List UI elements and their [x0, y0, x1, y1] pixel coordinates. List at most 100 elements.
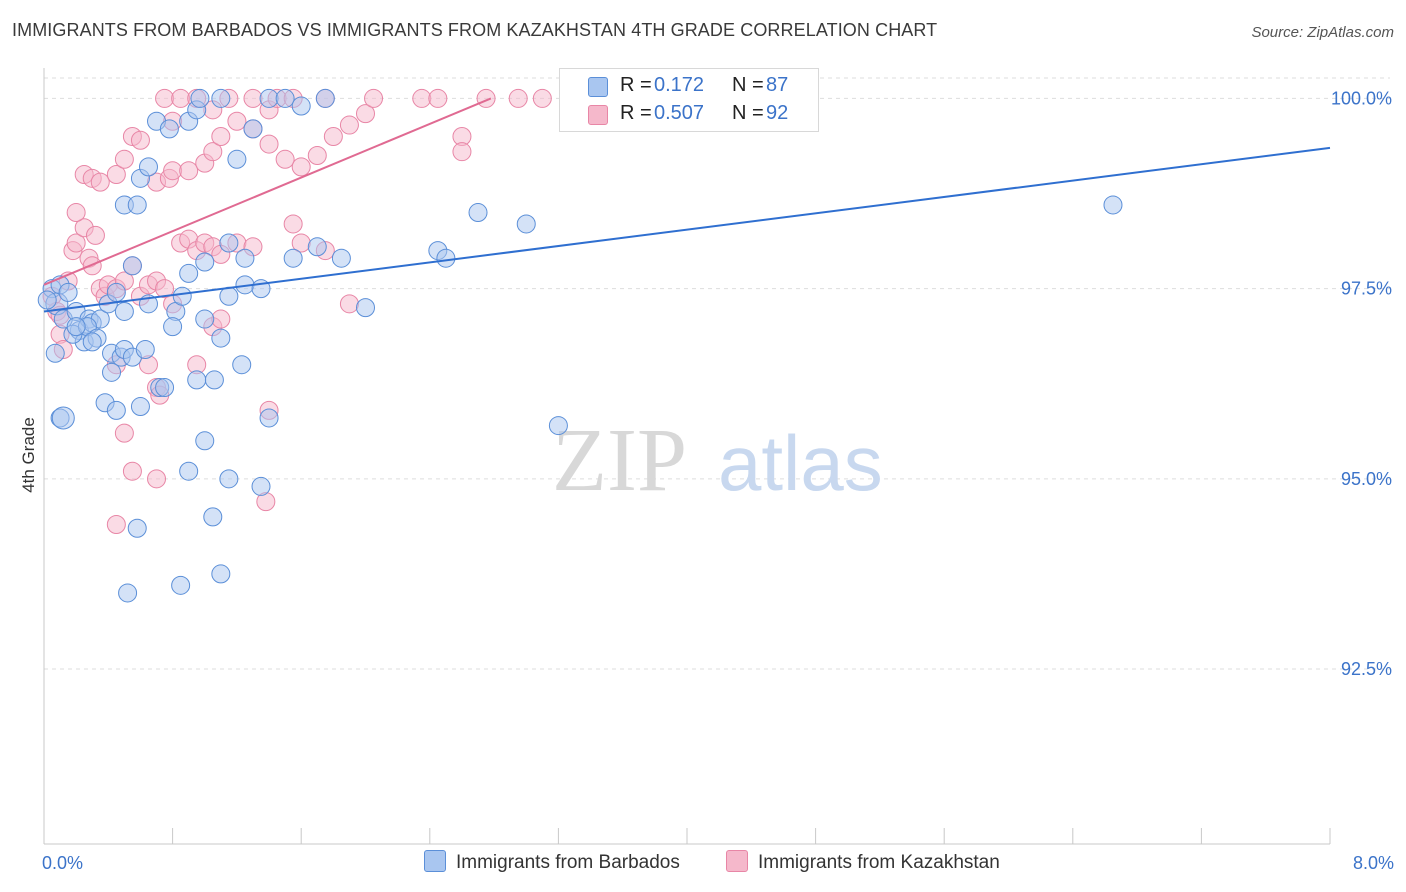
barbados-point: [195, 252, 215, 272]
kazakhstan-point: [356, 104, 375, 124]
kazakhstan-point: [323, 126, 343, 146]
barbados-point: [187, 370, 207, 390]
barbados-point: [51, 406, 75, 430]
kazakhstan-point: [412, 88, 432, 108]
barbados-point: [291, 96, 311, 116]
barbados-point: [227, 149, 247, 169]
y-tick-label: 92.5%: [1341, 659, 1392, 679]
kazakhstan-point: [82, 256, 102, 276]
barbados-point: [195, 309, 215, 329]
barbados-point: [283, 248, 303, 268]
stats-legend: R = 0.172 N = 87 R = 0.507 N = 92: [559, 68, 819, 132]
kazakhstan-point: [106, 514, 126, 534]
kazakhstan-point: [203, 142, 223, 162]
kazakhstan-point: [307, 145, 327, 165]
bottom-swatch-barbados: [424, 850, 446, 872]
legend-swatch-barbados: [588, 77, 608, 97]
barbados-point: [190, 88, 210, 108]
barbados-point: [58, 282, 78, 302]
zipatlas-watermark: ZIP atlas: [552, 411, 883, 510]
barbados-point: [159, 119, 179, 139]
y-tick-label: 97.5%: [1341, 279, 1392, 299]
barbados-point: [219, 233, 239, 253]
kazakhstan-point: [163, 161, 183, 181]
barbados-point: [195, 431, 215, 451]
barbados-point: [211, 328, 231, 348]
kazakhstan-point: [90, 172, 110, 192]
barbados-point: [172, 286, 192, 306]
kazakhstan-point: [339, 294, 359, 314]
barbados-point: [251, 476, 271, 496]
kazakhstan-point: [339, 115, 359, 135]
kazakhstan-point: [227, 111, 247, 131]
x-tick-label: 0.0%: [42, 853, 83, 873]
kazakhstan-point: [130, 130, 150, 150]
legend-swatch-kazakhstan: [588, 105, 608, 125]
barbados-point: [315, 88, 335, 108]
trend-lines: [43, 97, 1331, 313]
y-tick-label: 100.0%: [1331, 88, 1392, 108]
axes: [43, 68, 1331, 845]
barbados-point: [1103, 195, 1123, 215]
barbados-point: [468, 203, 488, 223]
barbados-point: [203, 507, 223, 527]
barbados-point: [219, 469, 239, 489]
legend-n-value: 87: [766, 74, 789, 96]
kazakhstan-point: [211, 126, 231, 146]
barbados-point: [163, 317, 183, 337]
kazakhstan-trend-line: [43, 97, 492, 286]
legend-n-label: N =: [732, 102, 764, 124]
source-credit: Source: ZipAtlas.com: [1251, 24, 1394, 41]
barbados-point: [127, 195, 147, 215]
barbados-point: [106, 282, 126, 302]
barbados-point: [219, 286, 239, 306]
watermark-atlas: atlas: [718, 419, 883, 507]
kazakhstan-point: [114, 423, 134, 443]
kazakhstan-point: [211, 309, 231, 329]
barbados-point: [211, 564, 231, 584]
barbados-point: [204, 370, 224, 390]
y-tick-labels: 92.5% 95.0% 97.5% 100.0%: [1331, 88, 1392, 679]
barbados-point: [118, 583, 138, 603]
bottom-swatch-kazakhstan: [726, 850, 748, 872]
kazakhstan-point: [66, 233, 86, 253]
barbados-point: [356, 298, 375, 318]
legend-n-value: 92: [766, 102, 789, 124]
barbados-point: [45, 343, 65, 363]
barbados-point: [102, 362, 122, 382]
kazakhstan-point: [476, 88, 496, 108]
barbados-point: [130, 397, 150, 417]
barbados-point: [114, 301, 134, 321]
x-tick-labels: 0.0% 8.0%: [42, 853, 1394, 873]
barbados-point: [155, 378, 175, 398]
bottom-legend-label: Immigrants from Kazakhstan: [758, 852, 1000, 874]
barbados-point: [37, 290, 57, 310]
kazakhstan-point: [275, 149, 295, 169]
barbados-point: [135, 339, 155, 359]
barbados-point: [259, 88, 279, 108]
barbados-point: [127, 518, 147, 538]
kazakhstan-point: [66, 203, 86, 223]
barbados-point: [235, 248, 255, 268]
barbados-point: [331, 248, 351, 268]
y-axis-title: 4th Grade: [19, 417, 38, 493]
barbados-point: [138, 157, 158, 177]
kazakhstan-point: [291, 157, 311, 177]
chart-title: IMMIGRANTS FROM BARBADOS VS IMMIGRANTS F…: [12, 20, 938, 40]
barbados-point: [548, 416, 568, 436]
kazakhstan-point: [171, 88, 191, 108]
y-tick-label: 95.0%: [1341, 469, 1392, 489]
x-tick-label: 8.0%: [1353, 853, 1394, 873]
bottom-legend-kazakhstan: Immigrants from Kazakhstan: [726, 850, 1000, 874]
kazakhstan-point: [155, 88, 175, 108]
barbados-point: [66, 317, 86, 337]
barbados-point: [82, 332, 102, 352]
legend-r-value: 0.172: [654, 74, 705, 96]
kazakhstan-point: [532, 88, 552, 108]
barbados-point: [243, 119, 263, 139]
kazakhstan-point: [147, 469, 167, 489]
barbados-point: [106, 400, 126, 420]
kazakhstan-point: [283, 214, 303, 234]
kazakhstan-point: [364, 88, 384, 108]
